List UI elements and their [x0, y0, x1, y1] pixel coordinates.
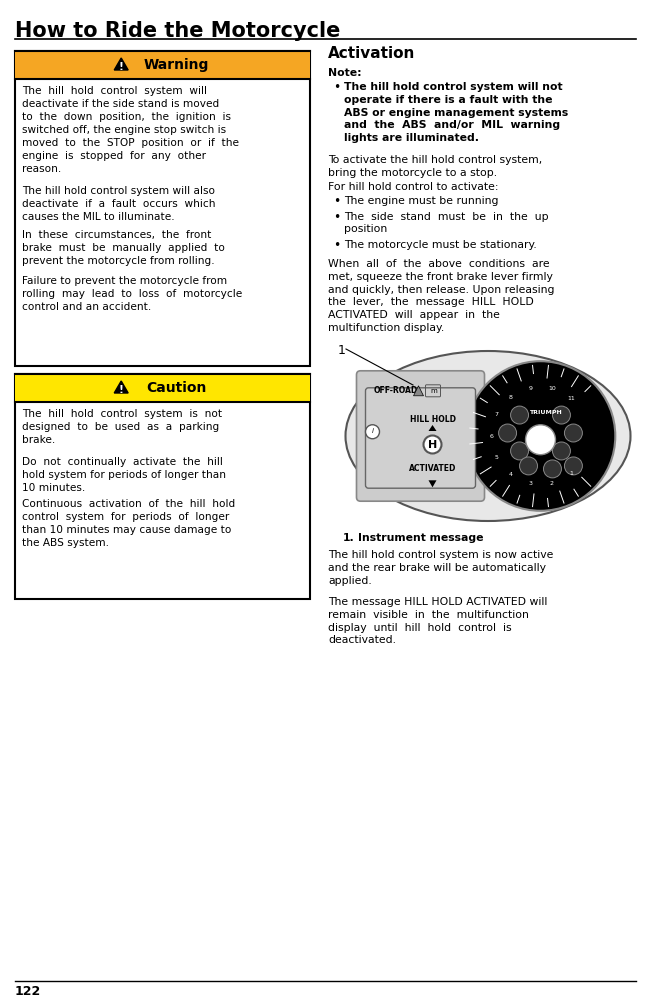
- Text: 6: 6: [490, 433, 494, 438]
- Text: The engine must be running: The engine must be running: [344, 196, 499, 206]
- Polygon shape: [428, 425, 437, 431]
- Text: Do  not  continually  activate  the  hill
hold system for periods of longer than: Do not continually activate the hill hol…: [22, 457, 226, 493]
- Text: The motorcycle must be stationary.: The motorcycle must be stationary.: [344, 240, 537, 250]
- FancyBboxPatch shape: [365, 387, 475, 488]
- Text: Warning: Warning: [144, 58, 209, 72]
- Text: 11: 11: [568, 396, 575, 401]
- Text: i: i: [372, 427, 374, 433]
- Text: Activation: Activation: [328, 46, 415, 61]
- Text: The hill hold control system will not
operate if there is a fault with the
ABS o: The hill hold control system will not op…: [344, 82, 568, 143]
- Text: OFF-ROAD: OFF-ROAD: [374, 386, 418, 395]
- Text: How to Ride the Motorcycle: How to Ride the Motorcycle: [15, 21, 340, 41]
- Circle shape: [510, 442, 529, 459]
- Text: Failure to prevent the motorcycle from
rolling  may  lead  to  loss  of  motorcy: Failure to prevent the motorcycle from r…: [22, 276, 242, 312]
- Text: !: !: [118, 384, 124, 394]
- Text: 10: 10: [548, 386, 556, 391]
- Text: •: •: [333, 81, 340, 94]
- Text: The message HILL HOLD ACTIVATED will
remain  visible  in  the  multifunction
dis: The message HILL HOLD ACTIVATED will rem…: [328, 597, 547, 646]
- Text: 7: 7: [495, 412, 499, 417]
- Text: Instrument message: Instrument message: [358, 533, 484, 543]
- Polygon shape: [114, 381, 128, 393]
- Text: For hill hold control to activate:: For hill hold control to activate:: [328, 182, 499, 192]
- Text: !: !: [118, 62, 124, 72]
- Circle shape: [553, 442, 570, 459]
- Polygon shape: [15, 51, 310, 366]
- Text: •: •: [333, 210, 340, 223]
- Circle shape: [544, 459, 561, 477]
- Circle shape: [465, 361, 615, 511]
- Text: H: H: [428, 439, 437, 449]
- Text: TRIUMPH: TRIUMPH: [529, 409, 562, 414]
- Circle shape: [499, 424, 516, 442]
- Circle shape: [564, 456, 583, 474]
- Text: The  side  stand  must  be  in  the  up
position: The side stand must be in the up positio…: [344, 211, 549, 234]
- Polygon shape: [15, 374, 310, 599]
- Text: The hill hold control system will also
deactivate  if  a  fault  occurs  which
c: The hill hold control system will also d…: [22, 186, 215, 222]
- Text: 4: 4: [508, 471, 512, 476]
- Text: 122: 122: [15, 985, 41, 998]
- Text: 1: 1: [338, 344, 346, 357]
- Circle shape: [424, 435, 441, 453]
- Text: 8: 8: [508, 395, 512, 400]
- Text: 1.: 1.: [343, 533, 355, 543]
- Text: ACTIVATED: ACTIVATED: [409, 463, 456, 472]
- Text: HILL HOLD: HILL HOLD: [409, 414, 456, 423]
- Ellipse shape: [346, 351, 631, 521]
- Circle shape: [553, 406, 570, 424]
- Text: To activate the hill hold control system,
bring the motorcycle to a stop.: To activate the hill hold control system…: [328, 155, 542, 178]
- Circle shape: [525, 424, 555, 454]
- Text: The  hill  hold  control  system  is  not
designed  to  be  used  as  a  parking: The hill hold control system is not desi…: [22, 409, 222, 445]
- Polygon shape: [15, 374, 310, 402]
- Text: Note:: Note:: [328, 68, 361, 78]
- Circle shape: [519, 456, 538, 474]
- Text: •: •: [333, 195, 340, 208]
- Text: 9: 9: [528, 386, 532, 391]
- Polygon shape: [413, 385, 424, 395]
- Text: 3: 3: [528, 481, 532, 486]
- Text: When  all  of  the  above  conditions  are
met, squeeze the front brake lever fi: When all of the above conditions are met…: [328, 259, 555, 333]
- Text: 5: 5: [495, 454, 499, 459]
- Polygon shape: [428, 480, 437, 487]
- Text: Continuous  activation  of  the  hill  hold
control  system  for  periods  of  l: Continuous activation of the hill hold c…: [22, 499, 235, 549]
- FancyBboxPatch shape: [357, 370, 484, 502]
- Text: The hill hold control system is now active
and the rear brake will be automatica: The hill hold control system is now acti…: [328, 550, 553, 586]
- Circle shape: [510, 406, 529, 424]
- Text: 2: 2: [550, 480, 554, 485]
- Polygon shape: [114, 58, 128, 70]
- Circle shape: [365, 424, 380, 438]
- Text: 1: 1: [570, 470, 574, 475]
- Text: •: •: [333, 239, 340, 252]
- Text: The  hill  hold  control  system  will
deactivate if the side stand is moved
to : The hill hold control system will deacti…: [22, 86, 239, 174]
- Polygon shape: [15, 51, 310, 79]
- Text: In  these  circumstances,  the  front
brake  must  be  manually  applied  to
pre: In these circumstances, the front brake …: [22, 230, 225, 266]
- Text: Caution: Caution: [146, 381, 206, 395]
- Text: m: m: [430, 387, 437, 393]
- Circle shape: [564, 424, 583, 442]
